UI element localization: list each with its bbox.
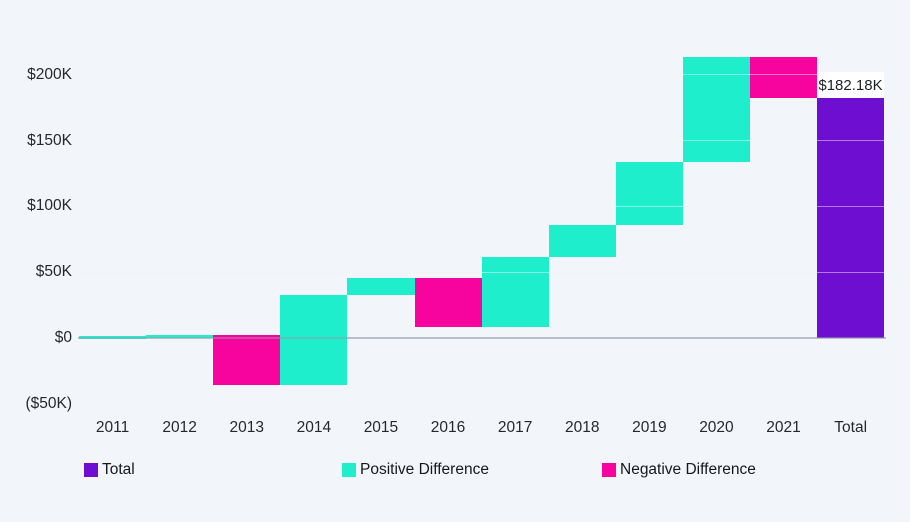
x-tick-2018: 2018 [564, 419, 600, 436]
bar-2013[interactable] [213, 334, 280, 385]
legend-label: Negative Difference [620, 461, 756, 478]
y-tick-50k: $50K [35, 263, 72, 281]
bar-2021[interactable] [750, 56, 817, 99]
data-label-total: $182.18K [817, 72, 884, 99]
x-tick-2019: 2019 [632, 419, 667, 436]
x-tick-2013: 2013 [229, 419, 264, 436]
bar-2012[interactable] [146, 334, 213, 338]
bar-2020[interactable] [683, 56, 750, 162]
legend-label: Total [102, 461, 135, 478]
x-tick-2012: 2012 [162, 419, 197, 436]
bar-2018[interactable] [549, 224, 616, 257]
legend-swatch-negative-icon [602, 463, 616, 477]
legend-swatch-positive-icon [342, 463, 356, 477]
bar-2019[interactable] [616, 161, 683, 225]
y-tick-0k: $0 [54, 329, 72, 346]
bar-2014[interactable] [280, 295, 347, 385]
gridline-100k [78, 205, 886, 207]
legend-item-total[interactable]: Total [84, 461, 135, 479]
bar-2015[interactable] [347, 277, 415, 296]
x-tick-2014: 2014 [296, 419, 332, 436]
y-tick-100k: $100K [27, 197, 72, 215]
x-tick-total: Total [834, 419, 868, 436]
gridline-200k [78, 74, 886, 76]
bar-2011[interactable] [79, 336, 146, 339]
y-tick-150k: $150K [27, 131, 72, 149]
bar-2017[interactable] [482, 256, 549, 327]
legend-label: Positive Difference [360, 461, 489, 478]
legend-item-negative-difference[interactable]: Negative Difference [602, 461, 756, 479]
x-tick-2021: 2021 [766, 419, 801, 436]
legend-swatch-total-icon [84, 463, 98, 477]
x-tick-2016: 2016 [430, 419, 466, 436]
legend-item-positive-difference[interactable]: Positive Difference [342, 461, 489, 479]
x-tick-2020: 2020 [699, 419, 734, 436]
gridline-150k [78, 140, 886, 142]
x-tick-2015: 2015 [363, 419, 399, 436]
bar-total[interactable] [817, 98, 884, 338]
y-tick--50k: ($50K) [25, 394, 72, 412]
gridline--50k [78, 403, 886, 405]
x-tick-2011: 2011 [95, 419, 130, 436]
bar-2016[interactable] [415, 277, 482, 327]
x-tick-2017: 2017 [497, 419, 533, 436]
y-tick-200k: $200K [27, 65, 72, 83]
